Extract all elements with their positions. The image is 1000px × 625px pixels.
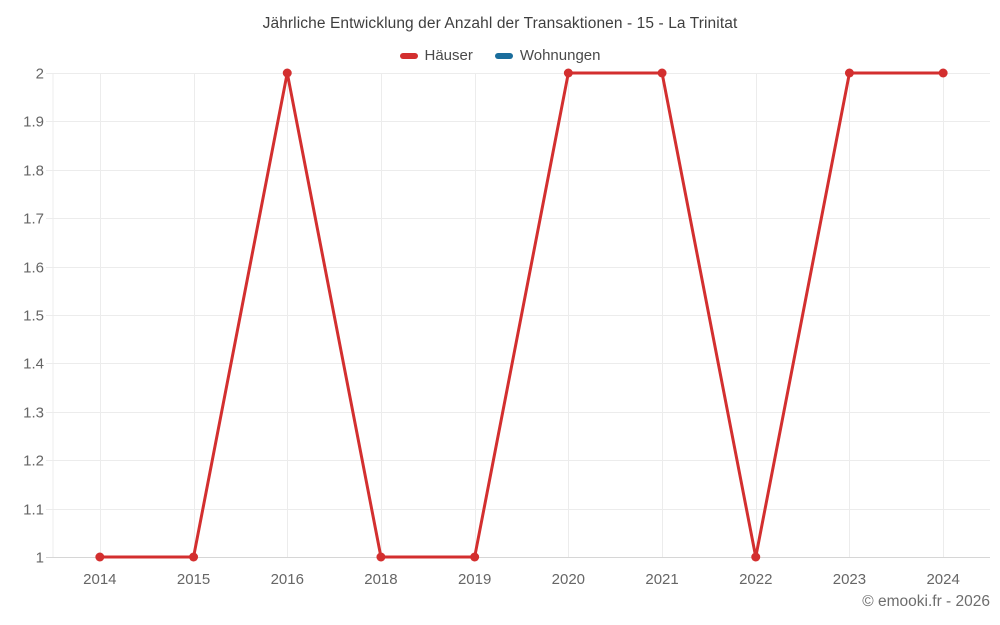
x-tick-label: 2020 xyxy=(552,571,585,588)
chart-title: Jährliche Entwicklung der Anzahl der Tra… xyxy=(262,15,738,32)
x-tick-label: 2022 xyxy=(739,571,772,588)
x-tick-label: 2014 xyxy=(83,571,116,588)
x-tick-label: 2016 xyxy=(271,571,304,588)
y-tick-label: 1.4 xyxy=(23,356,44,373)
x-tick-label: 2015 xyxy=(177,571,210,588)
data-point[interactable] xyxy=(376,552,386,562)
legend-item-wohnungen[interactable]: Wohnungen xyxy=(494,47,601,64)
legend: Häuser Wohnungen xyxy=(0,47,1000,64)
x-tick-label: 2021 xyxy=(645,571,678,588)
hauser-series-swatch-icon xyxy=(399,52,418,59)
y-tick-label: 1.7 xyxy=(23,211,44,228)
data-point[interactable] xyxy=(189,552,199,562)
x-tick-label: 2023 xyxy=(833,571,866,588)
series-line xyxy=(98,71,945,559)
y-tick-label: 1.9 xyxy=(23,114,44,131)
legend-label-hauser: Häuser xyxy=(424,47,473,64)
watermark: © emooki.fr - 2026 xyxy=(862,593,990,610)
data-point[interactable] xyxy=(563,68,573,78)
x-tick-label: 2019 xyxy=(458,571,491,588)
x-tick-label: 2024 xyxy=(926,571,959,588)
y-tick-label: 1.8 xyxy=(23,163,44,180)
legend-label-wohnungen: Wohnungen xyxy=(519,47,601,64)
wohnungen-series-swatch-icon xyxy=(494,52,513,59)
data-point[interactable] xyxy=(938,68,948,78)
y-tick-label: 1.1 xyxy=(23,502,44,519)
x-tick-label: 2018 xyxy=(364,571,397,588)
y-tick-label: 1.6 xyxy=(23,260,44,277)
y-tick-label: 1 xyxy=(36,550,44,567)
data-point[interactable] xyxy=(95,552,105,562)
y-tick-label: 1.2 xyxy=(23,453,44,470)
y-tick-label: 1.5 xyxy=(23,308,44,325)
data-point[interactable] xyxy=(844,68,854,78)
data-point[interactable] xyxy=(751,552,761,562)
data-point[interactable] xyxy=(470,552,480,562)
y-tick-label: 2 xyxy=(36,66,44,83)
data-point[interactable] xyxy=(282,68,292,78)
y-tick-label: 1.3 xyxy=(23,405,44,422)
data-point[interactable] xyxy=(657,68,667,78)
legend-item-hauser[interactable]: Häuser xyxy=(399,47,473,64)
